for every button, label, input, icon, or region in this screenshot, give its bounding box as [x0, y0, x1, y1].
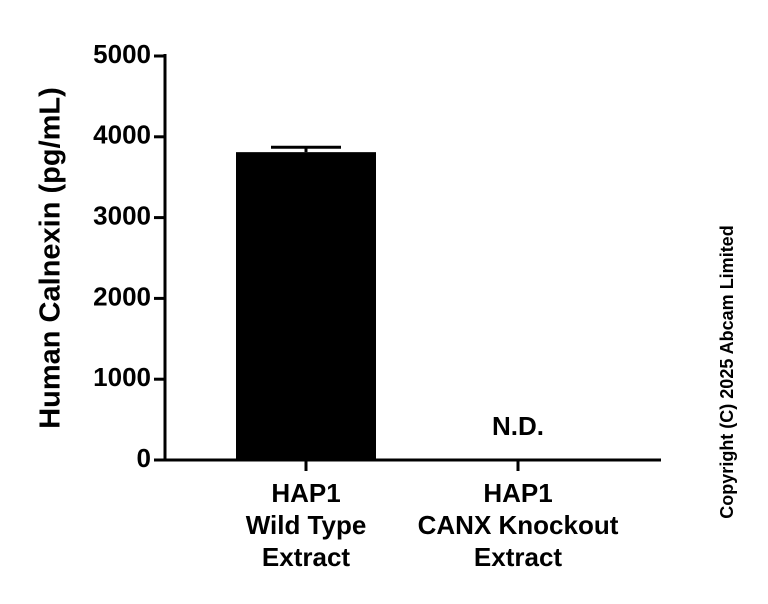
y-tick-label: 4000	[93, 120, 151, 150]
value-label: N.D.	[492, 411, 544, 441]
x-tick-label: CANX Knockout	[418, 510, 619, 540]
x-tick-label: Extract	[474, 542, 562, 572]
y-tick-label: 5000	[93, 39, 151, 69]
copyright: Copyright (C) 2025 Abcam Limited	[717, 225, 737, 518]
x-tick-label: HAP1	[271, 478, 340, 508]
y-tick-label: 0	[137, 443, 151, 473]
error-bar	[271, 145, 341, 153]
y-axis-title: Human Calnexin (pg/mL)	[35, 87, 67, 429]
y-tick-label: 2000	[93, 281, 151, 311]
bar	[236, 152, 376, 461]
x-tick-label: HAP1	[483, 478, 552, 508]
y-tick-label: 3000	[93, 200, 151, 230]
x-tick-label: Wild Type	[246, 510, 367, 540]
y-tick-label: 1000	[93, 362, 151, 392]
x-tick-label: Extract	[262, 542, 350, 572]
